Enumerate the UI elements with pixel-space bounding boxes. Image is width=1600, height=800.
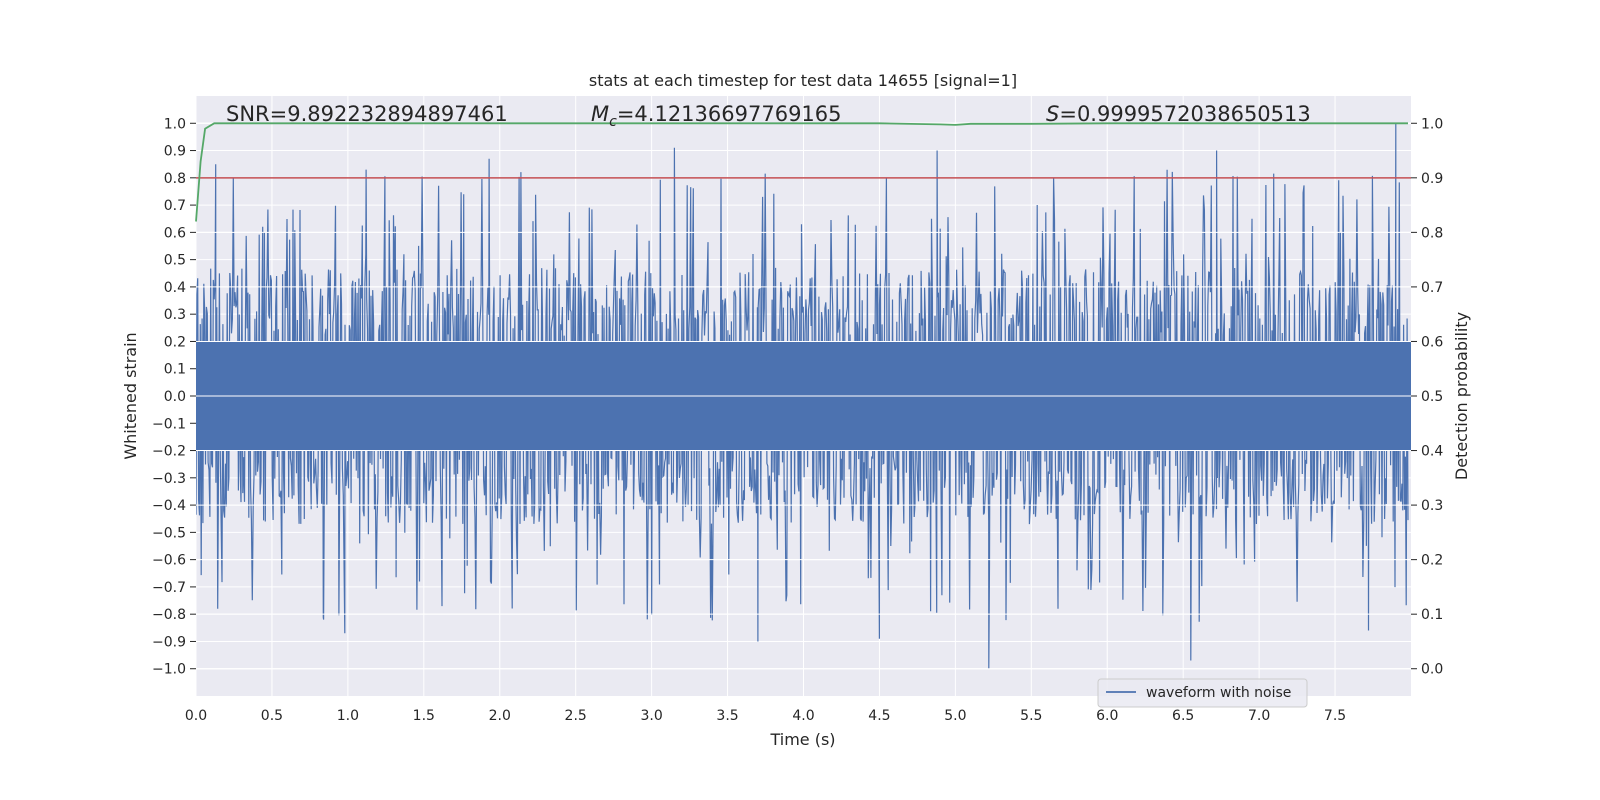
y2-axis-label: Detection probability (1452, 312, 1471, 480)
y2-tick-label: 0.4 (1421, 444, 1443, 460)
x-axis-ticks: 0.0 0.5 1.0 1.5 2.0 2.5 3.0 3.5 4.0 4.5 5.0 5.5 6.0 6… (185, 708, 1346, 724)
y-tick-label: −0.2 (152, 444, 186, 460)
x-tick-label: 3.0 (640, 708, 662, 724)
y-tick-label: −0.3 (152, 471, 186, 487)
x-tick-label: 7.0 (1248, 708, 1270, 724)
s-value: =0.9999572038650513 (1059, 102, 1310, 126)
mc-subscript: c (609, 114, 617, 130)
y2-tick-label: 0.2 (1421, 553, 1443, 569)
x-axis-label: Time (s) (769, 730, 835, 749)
y-axis-ticks: 1.0 0.9 0.8 0.7 0.6 0.5 0.4 0.3 0.2 0.1 0.0 −0.1 −0.… (152, 116, 196, 678)
legend: waveform with noise (1097, 678, 1308, 708)
x-tick-label: 4.5 (868, 708, 890, 724)
y2-tick-label: 1.0 (1421, 116, 1443, 132)
y-tick-label: −0.1 (152, 416, 186, 432)
x-tick-label: 1.0 (337, 708, 359, 724)
x-tick-label: 7.5 (1324, 708, 1346, 724)
legend-label: waveform with noise (1146, 685, 1291, 701)
y-tick-label: −0.9 (152, 634, 186, 650)
y2-tick-label: 0.9 (1421, 171, 1443, 187)
s-annotation: S=0.9999572038650513 (1046, 102, 1311, 126)
x-tick-label: 4.0 (792, 708, 814, 724)
y2-axis-ticks: 1.0 0.9 0.8 0.7 0.6 0.5 0.4 0.3 0.2 0.1 0.0 (1411, 116, 1443, 678)
snr-annotation: SNR=9.892232894897461 (226, 102, 508, 126)
y-tick-label: −0.6 (152, 553, 186, 569)
y-tick-label: 0.3 (164, 307, 186, 323)
x-tick-label: 2.5 (565, 708, 587, 724)
y2-tick-label: 0.5 (1421, 389, 1443, 405)
y-tick-label: 0.2 (164, 334, 186, 350)
y-tick-label: −0.5 (152, 525, 186, 541)
chart-title: stats at each timestep for test data 146… (589, 71, 1017, 90)
y-tick-label: 0.4 (164, 280, 186, 296)
y2-tick-label: 0.8 (1421, 225, 1443, 241)
y-tick-label: 0.1 (164, 362, 186, 378)
y2-tick-label: 0.3 (1421, 498, 1443, 514)
s-symbol: S (1046, 102, 1059, 126)
mc-value: =4.12136697769165 (617, 102, 842, 126)
y-tick-label: 0.6 (164, 225, 186, 241)
x-tick-label: 1.5 (413, 708, 435, 724)
y-tick-label: 1.0 (164, 116, 186, 132)
y-axis-label: Whitened strain (121, 332, 140, 459)
y-tick-label: 0.7 (164, 198, 186, 214)
y2-tick-label: 0.7 (1421, 280, 1443, 296)
y-tick-label: 0.8 (164, 171, 186, 187)
x-tick-label: 6.5 (1172, 708, 1194, 724)
legend-box (1097, 678, 1308, 708)
mc-symbol: M (591, 102, 609, 126)
y-tick-label: 0.5 (164, 253, 186, 269)
mc-annotation: Mc=4.12136697769165 (591, 102, 842, 130)
x-tick-label: 6.0 (1096, 708, 1118, 724)
y2-tick-label: 0.0 (1421, 662, 1443, 678)
y-tick-label: −0.8 (152, 607, 186, 623)
x-tick-label: 0.0 (185, 708, 207, 724)
x-tick-label: 2.0 (489, 708, 511, 724)
y-tick-label: −0.7 (152, 580, 186, 596)
probability-line (195, 122, 1408, 222)
y-tick-label: −0.4 (152, 498, 186, 514)
y-tick-label: −1.0 (152, 662, 186, 678)
y-tick-label: 0.9 (164, 144, 186, 160)
x-tick-label: 5.5 (1020, 708, 1042, 724)
y-tick-label: 0.0 (164, 389, 186, 405)
y2-tick-label: 0.6 (1421, 334, 1443, 350)
x-tick-label: 3.5 (716, 708, 738, 724)
x-tick-label: 5.0 (944, 708, 966, 724)
y2-tick-label: 0.1 (1421, 607, 1443, 623)
strain-series (196, 122, 1411, 670)
x-tick-label: 0.5 (261, 708, 283, 724)
